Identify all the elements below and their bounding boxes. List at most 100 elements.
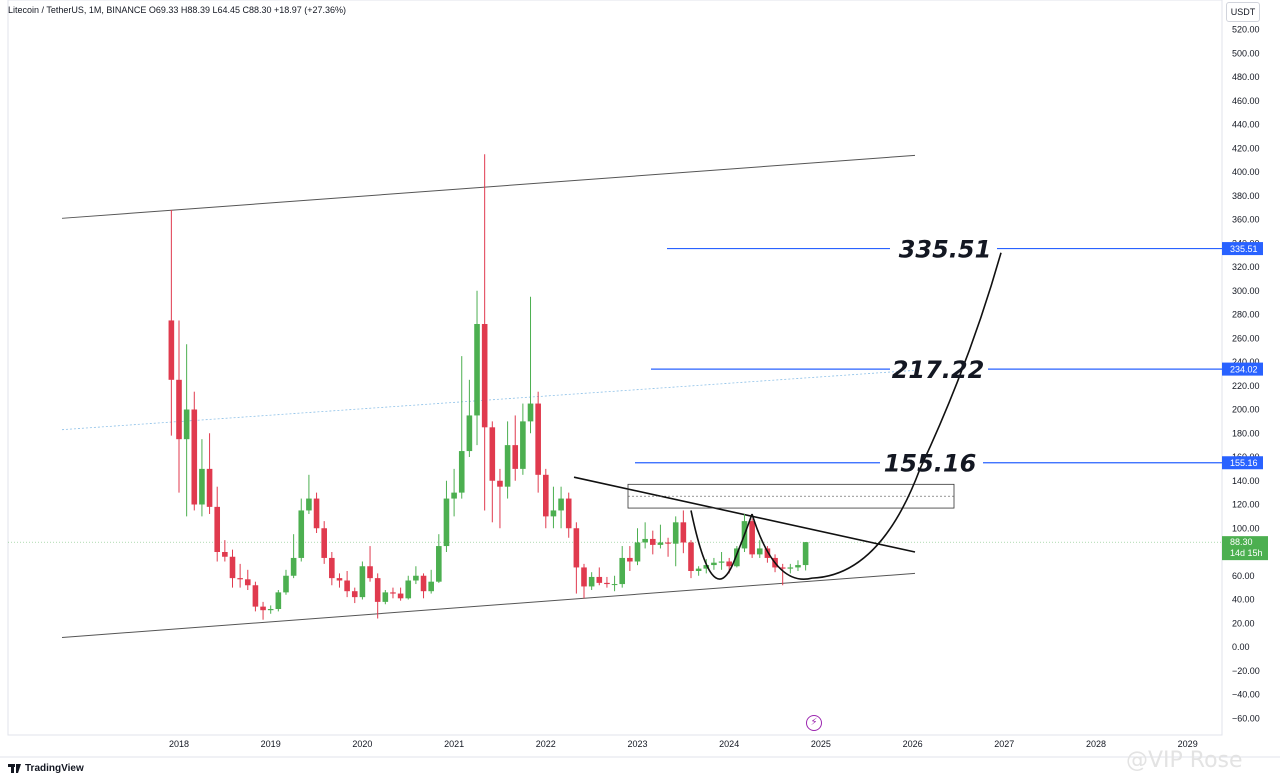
candle-body	[703, 565, 710, 569]
candle-body	[756, 548, 763, 555]
candle-body	[313, 498, 320, 529]
target-axis-badge	[1222, 362, 1263, 376]
y-tick-label: 320.00	[1232, 262, 1260, 272]
candle-body	[695, 568, 702, 571]
candle-body	[390, 592, 396, 594]
candle-body	[329, 557, 335, 579]
candle-body	[436, 546, 442, 582]
candle-body	[581, 567, 587, 587]
ohlc-values: O69.33 H88.39 L64.45 C88.30 +18.97 (+27.…	[148, 5, 347, 15]
x-tick-label: 2024	[719, 739, 739, 749]
candle-body	[627, 557, 633, 562]
candle-body	[374, 578, 381, 602]
x-tick-label: 2019	[261, 739, 281, 749]
candle-body	[443, 498, 450, 547]
y-tick-label: 100.00	[1232, 523, 1260, 533]
candle-body	[367, 566, 373, 579]
y-tick-label: −20.00	[1232, 666, 1260, 676]
x-tick-label: 2026	[903, 739, 923, 749]
lightning-icon[interactable]: ⚡	[806, 715, 822, 731]
target-label: 217.22	[892, 356, 985, 384]
y-tick-label: 440.00	[1232, 120, 1260, 130]
candle-body	[283, 575, 289, 593]
candle-body	[535, 403, 541, 475]
y-tick-label: 400.00	[1232, 167, 1260, 177]
candle-body	[413, 575, 419, 581]
candle-body	[199, 468, 205, 505]
x-tick-label: 2027	[994, 739, 1014, 749]
candle-body	[183, 409, 190, 440]
chart-header: Litecoin / TetherUS, 1M, BINANCE O69.33 …	[8, 5, 346, 15]
candle-body	[588, 576, 595, 587]
candle-body	[619, 557, 626, 585]
x-tick-label: 2028	[1086, 739, 1106, 749]
target-axis-badge	[1222, 242, 1263, 256]
y-tick-label: 360.00	[1232, 215, 1260, 225]
candle-body	[298, 510, 305, 558]
candle-body	[527, 403, 534, 422]
y-tick-label: 20.00	[1232, 618, 1255, 628]
candle-body	[634, 542, 641, 562]
projection-curve	[751, 252, 1002, 580]
target-axis-badge-label: 234.02	[1230, 365, 1258, 375]
candle-body	[649, 538, 656, 545]
y-tick-label: 200.00	[1232, 405, 1260, 415]
y-tick-label: 520.00	[1232, 25, 1260, 35]
target-axis-badge	[1222, 456, 1263, 470]
candle-body	[321, 528, 327, 558]
last-price-label: 88.30	[1230, 537, 1253, 547]
y-tick-label: 460.00	[1232, 96, 1260, 106]
candle-body	[260, 606, 266, 611]
candle-body	[734, 548, 740, 567]
candle-body	[267, 609, 274, 611]
candle-body	[405, 580, 412, 599]
symbol-info: Litecoin / TetherUS, 1M, BINANCE	[8, 5, 147, 15]
candle-body	[680, 522, 687, 543]
y-tick-label: 240.00	[1232, 357, 1260, 367]
candle-body	[168, 320, 175, 380]
candle-body	[397, 593, 404, 599]
candle-body	[504, 445, 511, 487]
watermark: @VIP Rose	[1126, 748, 1243, 773]
y-tick-label: 380.00	[1232, 191, 1260, 201]
y-tick-label: 260.00	[1232, 333, 1260, 343]
candle-body	[244, 579, 251, 586]
y-tick-label: 500.00	[1232, 48, 1260, 58]
candle-body	[512, 445, 519, 469]
x-tick-label: 2021	[444, 739, 464, 749]
candle-body	[290, 557, 297, 576]
y-tick-label: 180.00	[1232, 428, 1260, 438]
y-tick-label: 220.00	[1232, 381, 1260, 391]
last-price-badge	[1222, 536, 1268, 561]
candle-body	[657, 542, 664, 545]
currency-button[interactable]: USDT	[1226, 2, 1260, 22]
target-label: 335.51	[899, 236, 992, 264]
candle-body	[726, 561, 732, 567]
y-tick-label: 0.00	[1232, 642, 1250, 652]
candle-body	[428, 581, 434, 592]
y-tick-label: −40.00	[1232, 690, 1260, 700]
candle-body	[222, 552, 228, 557]
candle-body	[306, 498, 312, 511]
candle-body	[604, 582, 610, 585]
candle-body	[451, 492, 457, 499]
y-tick-label: −60.00	[1232, 713, 1260, 723]
candle-body	[642, 538, 648, 543]
candle-body	[520, 421, 526, 469]
target-axis-badge-label: 155.16	[1230, 458, 1258, 468]
candle-body	[672, 522, 679, 544]
tradingview-logo[interactable]: TradingView	[8, 763, 84, 774]
y-tick-label: 140.00	[1232, 476, 1260, 486]
y-tick-label: 420.00	[1232, 143, 1260, 153]
candle-body	[543, 474, 549, 517]
candle-body	[191, 409, 198, 505]
channel-mid-line	[61, 369, 916, 431]
candle-body	[558, 498, 564, 511]
brand-label: TradingView	[25, 763, 84, 774]
candle-body	[795, 565, 801, 568]
x-tick-label: 2018	[169, 739, 189, 749]
y-tick-label: 40.00	[1232, 595, 1255, 605]
x-tick-label: 2029	[1178, 739, 1198, 749]
candle-body	[229, 556, 236, 579]
